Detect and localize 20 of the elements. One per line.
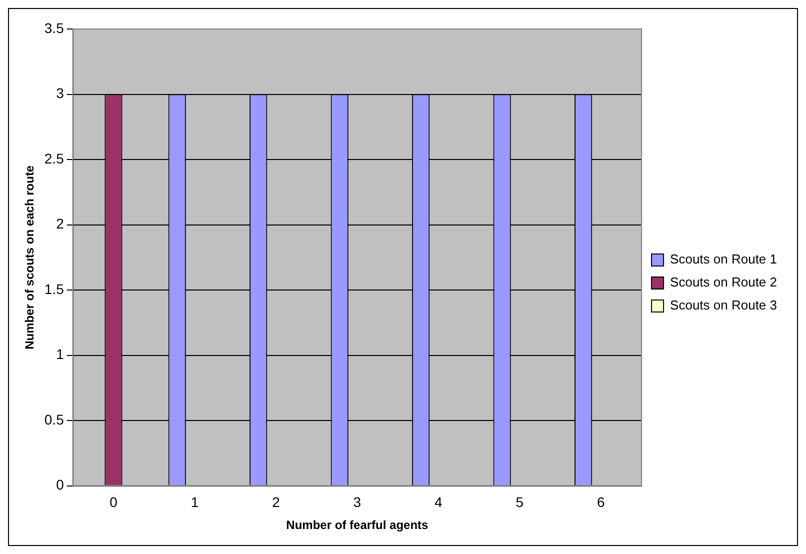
- x-tick-label: 5: [516, 494, 524, 510]
- y-tick-label: 0: [56, 476, 64, 493]
- x-axis-title: Number of fearful agents: [286, 518, 429, 532]
- y-tick-label: 2.5: [44, 150, 64, 166]
- y-tick-label: 3.5: [44, 20, 64, 36]
- x-tick-label: 1: [190, 494, 199, 510]
- legend-label: Scouts on Route 3: [670, 298, 778, 313]
- y-tick-label: 3: [56, 85, 64, 102]
- y-tick-label: 2: [56, 216, 64, 232]
- x-tick-label: 2: [272, 494, 280, 510]
- y-tick-label: 1.5: [44, 280, 64, 297]
- legend-label: Scouts on Route 2: [670, 274, 778, 290]
- legend-label: Scouts on Route 1: [670, 252, 778, 267]
- x-tick-label: 4: [434, 494, 443, 510]
- x-tick-label: 3: [353, 494, 362, 510]
- x-tick-label: 0: [110, 494, 118, 510]
- y-tick-label: 1: [56, 346, 64, 362]
- y-axis-title: Number of scouts on each route: [22, 165, 37, 350]
- x-tick-label: 6: [597, 494, 606, 510]
- y-tick-label: 0.5: [44, 411, 64, 428]
